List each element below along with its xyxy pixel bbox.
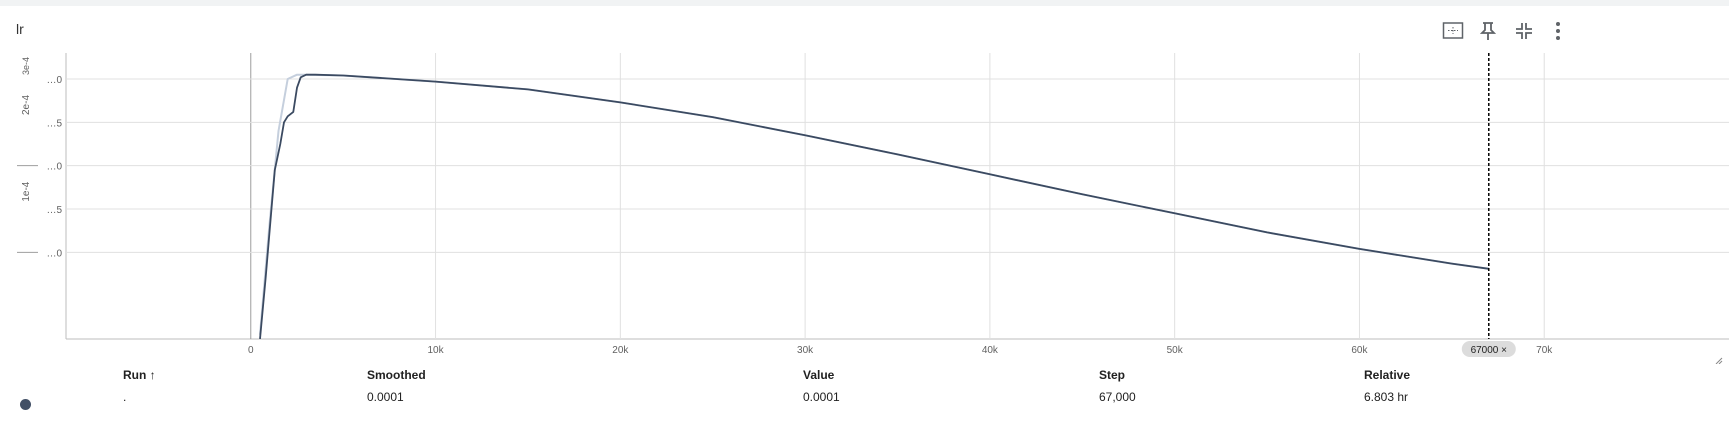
x-tick-label-3: 30k (797, 345, 814, 356)
row-relative: 6.803 hr (1364, 390, 1409, 404)
lr-line-chart[interactable]: …0 …5 …0 …5 …0 3e-4 2e-4 1e-4 0 10k 20k 30k 40k 50k… (0, 0, 1729, 364)
fit-to-data-icon[interactable] (1440, 18, 1466, 44)
y-axis-labels: …0 …5 …0 …5 …0 (46, 75, 62, 259)
top-separator (0, 0, 1729, 6)
row-step: 67,000 (1099, 390, 1136, 404)
resize-handle-icon[interactable] (1715, 357, 1723, 364)
row-value: 0.0001 (803, 390, 840, 404)
y-tick-label-4: …0 (46, 248, 62, 259)
pin-icon[interactable] (1475, 18, 1501, 44)
y-tick-label-0: …0 (46, 75, 62, 86)
column-header-value[interactable]: Value (803, 368, 835, 382)
y-tick-label-2: …0 (46, 162, 62, 173)
y-axis-group-labels: 3e-4 2e-4 1e-4 (17, 57, 38, 253)
x-axis-labels: 0 10k 20k 30k 40k 50k 60k 70k (248, 345, 1553, 356)
x-tick-label-5: 50k (1167, 345, 1184, 356)
y-group-label-2: 1e-4 (21, 181, 32, 201)
chart-series (259, 73, 1489, 339)
column-header-smoothed[interactable]: Smoothed (367, 368, 426, 382)
series-line-smoothed (259, 73, 1489, 339)
row-smoothed-value: 0.0001 (367, 390, 404, 404)
series-line-raw (259, 73, 1489, 335)
x-tick-label-0: 0 (248, 345, 254, 356)
cursor-chip (1461, 341, 1516, 357)
step-cursor: 67000 × (1461, 53, 1516, 357)
chart-grid (65, 53, 1729, 340)
x-tick-label-7: 70k (1536, 345, 1553, 356)
y-group-label-0: 3e-4 (21, 57, 31, 75)
column-header-step[interactable]: Step (1099, 368, 1126, 382)
x-tick-label-4: 40k (982, 345, 999, 356)
more-vert-icon[interactable] (1545, 18, 1571, 44)
column-header-relative[interactable]: Relative (1364, 368, 1411, 382)
row-run-name: . (123, 390, 127, 404)
y-tick-label-3: …5 (46, 205, 62, 216)
x-tick-label-6: 60k (1351, 345, 1368, 356)
card-title: lr (16, 21, 24, 37)
cursor-chip-label[interactable]: 67000 × (1471, 345, 1508, 356)
y-tick-label-1: …5 (46, 118, 62, 129)
column-header-run[interactable]: Run ↑ (123, 368, 156, 382)
minimize-icon[interactable] (1511, 18, 1537, 44)
x-tick-label-1: 10k (427, 345, 444, 356)
run-color-dot (20, 399, 31, 410)
y-group-label-1: 2e-4 (21, 95, 32, 115)
x-tick-label-2: 20k (612, 345, 629, 356)
